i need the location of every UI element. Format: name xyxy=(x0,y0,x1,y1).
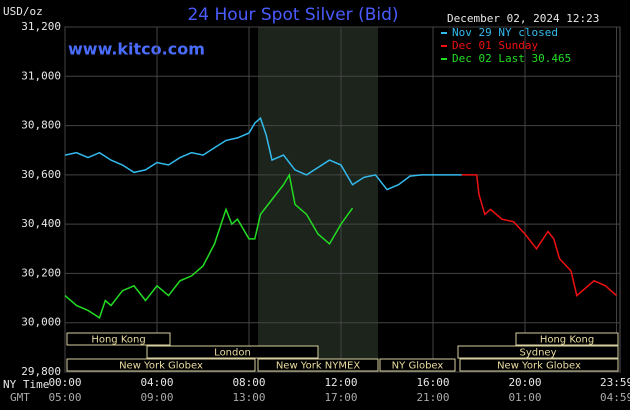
x2-tick-label: 09:00 xyxy=(140,391,173,404)
chart-title: 24 Hour Spot Silver (Bid) xyxy=(187,5,398,25)
x2-tick-label: 13:00 xyxy=(232,391,265,404)
x2-axis-label: GMT xyxy=(10,391,30,404)
session-label: NY Globex xyxy=(392,361,444,372)
session-label: Hong Kong xyxy=(540,335,594,346)
timestamp: December 02, 2024 12:23 xyxy=(447,12,599,25)
y-tick-label: 31,000 xyxy=(21,69,61,82)
y-tick-label: 30,000 xyxy=(21,316,61,329)
x-tick-label: 12:00 xyxy=(324,376,357,389)
session-label: New York NYMEX xyxy=(276,361,361,372)
x-axis-label: NY Time xyxy=(3,378,49,391)
session-label: New York Globex xyxy=(497,361,581,372)
session-box xyxy=(146,345,319,359)
x-tick-label: 16:00 xyxy=(416,376,449,389)
session-box xyxy=(379,358,456,372)
series-line xyxy=(461,174,617,297)
session-box xyxy=(66,358,256,372)
legend-label: Dec 02 Last 30.465 xyxy=(452,52,571,65)
y-tick-label: 29,800 xyxy=(21,365,61,378)
x2-tick-label: 04:59 xyxy=(600,391,630,404)
x2-tick-label: 21:00 xyxy=(416,391,449,404)
session-box xyxy=(515,332,619,346)
watermark: www.kitco.com xyxy=(68,40,205,59)
session-label: Sydney xyxy=(519,348,556,359)
series-line xyxy=(64,116,462,191)
x-tick-label: 20:00 xyxy=(508,376,541,389)
x2-tick-label: 01:00 xyxy=(508,391,541,404)
legend-label: Dec 01 Sunday xyxy=(452,39,538,52)
session-label: London xyxy=(214,348,251,359)
session-box xyxy=(459,358,619,372)
x-tick-label: 00:00 xyxy=(48,376,81,389)
legend-label: Nov 29 NY closed xyxy=(452,26,558,39)
session-box xyxy=(257,358,379,372)
session-box xyxy=(66,332,171,346)
x-tick-label: 23:59 xyxy=(600,376,630,389)
session-label: New York Globex xyxy=(119,361,203,372)
y-tick-label: 30,200 xyxy=(21,266,61,279)
y-tick-label: 30,400 xyxy=(21,217,61,230)
x-tick-label: 04:00 xyxy=(140,376,173,389)
session-box xyxy=(457,345,619,359)
nymex-shade xyxy=(258,27,378,372)
y-axis-unit: USD/oz xyxy=(3,5,43,18)
y-tick-label: 30,600 xyxy=(21,168,61,181)
series-line xyxy=(64,172,354,319)
y-tick-label: 30,800 xyxy=(21,119,61,132)
y-tick-label: 31,200 xyxy=(21,20,61,33)
x2-tick-label: 05:00 xyxy=(48,391,81,404)
x2-tick-label: 17:00 xyxy=(324,391,357,404)
x-tick-label: 08:00 xyxy=(232,376,265,389)
session-label: Hong Kong xyxy=(91,335,145,346)
